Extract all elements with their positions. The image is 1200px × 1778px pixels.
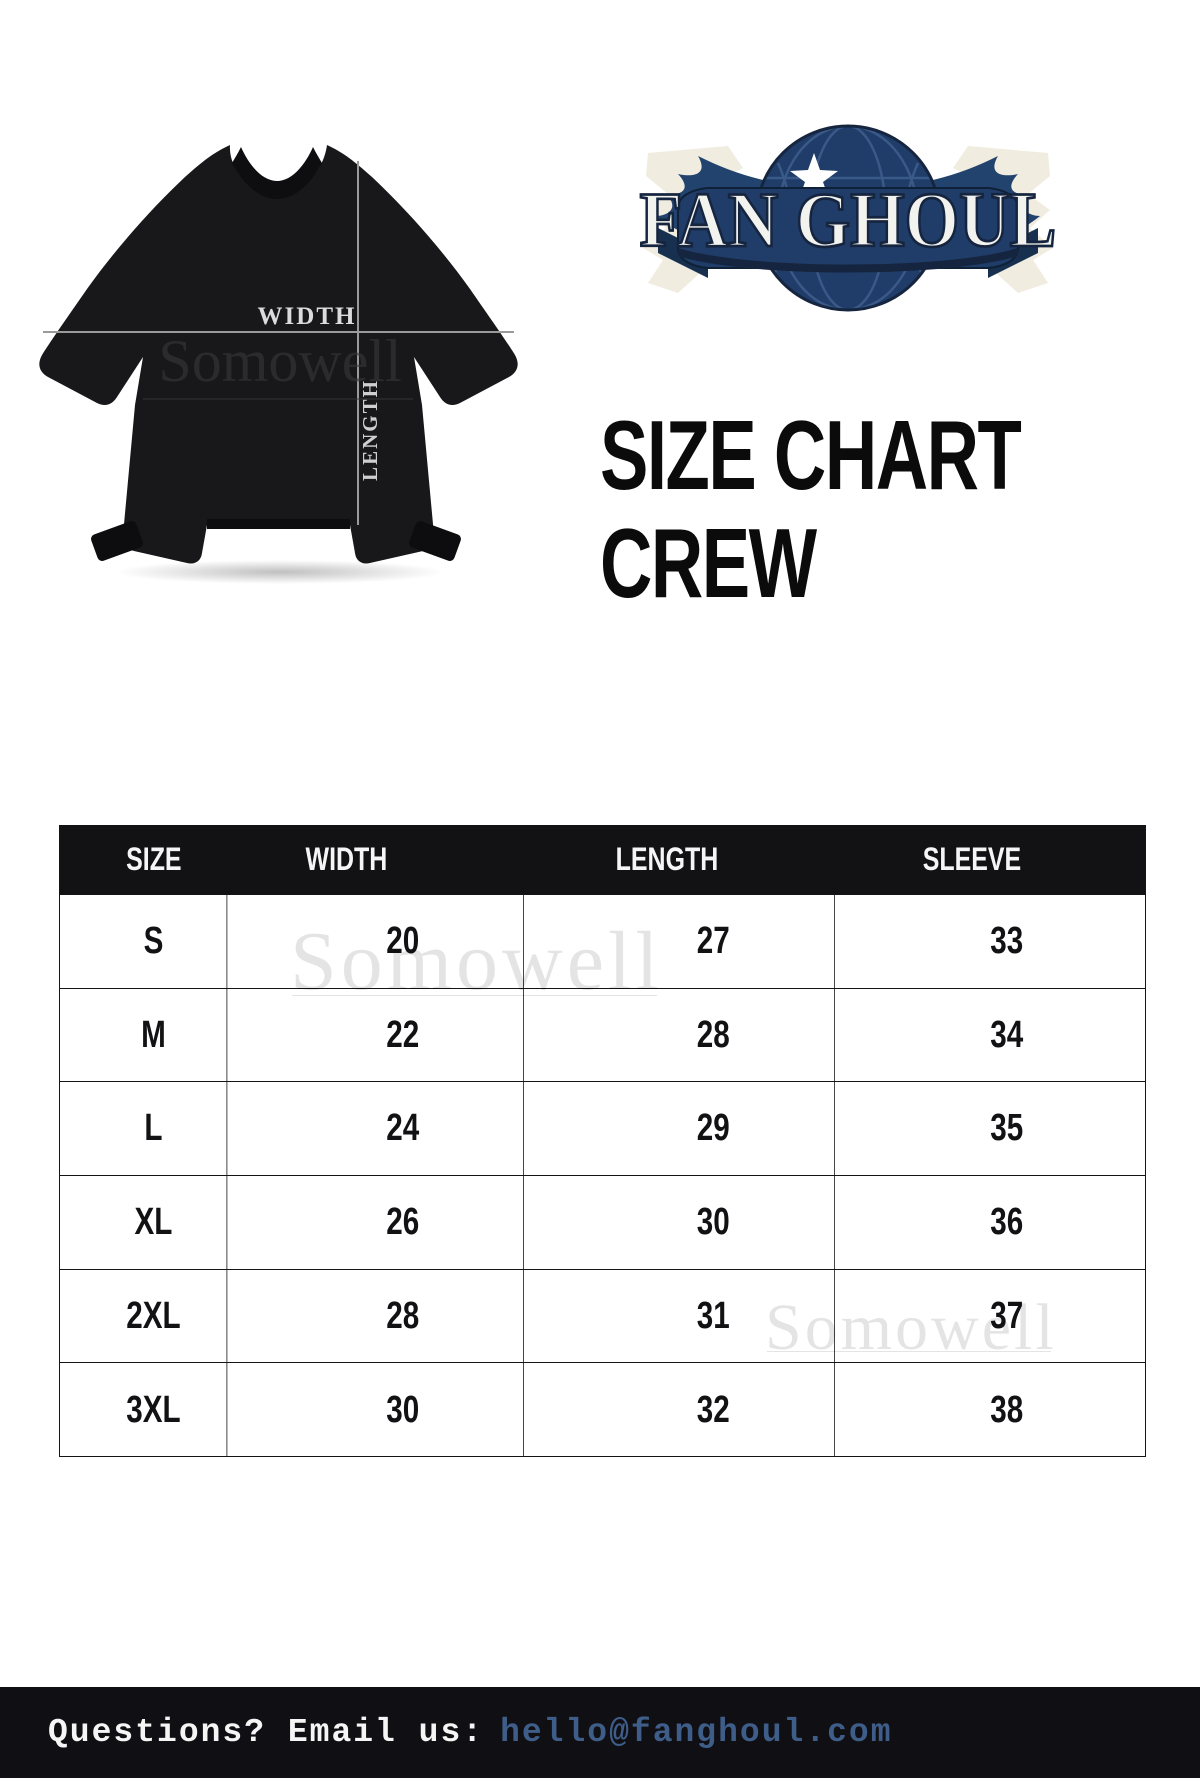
svg-text:Somowell: Somowell bbox=[158, 328, 401, 394]
svg-text:FAN GHOUL: FAN GHOUL bbox=[640, 177, 1057, 264]
svg-text:LENGTH: LENGTH bbox=[358, 379, 382, 481]
svg-text:WIDTH: WIDTH bbox=[258, 303, 357, 330]
